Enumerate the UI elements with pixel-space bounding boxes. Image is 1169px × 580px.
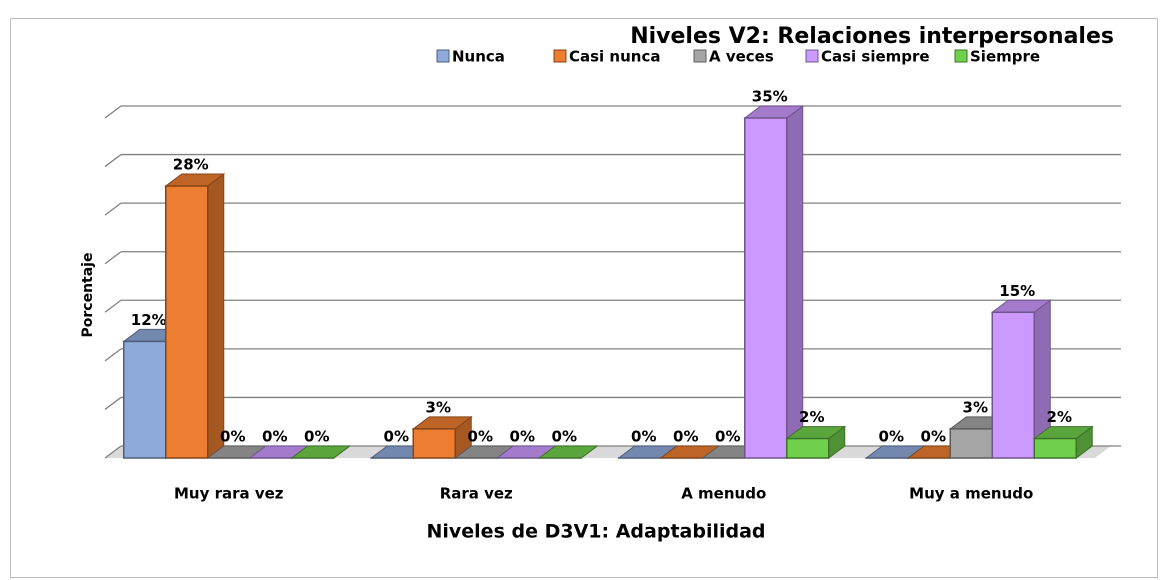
grid-wall-line xyxy=(104,348,122,362)
grid-wall-line xyxy=(104,251,122,265)
data-label: 0% xyxy=(715,428,740,446)
data-label: 0% xyxy=(262,428,287,446)
grid-wall-line xyxy=(104,445,122,459)
data-label: 28% xyxy=(173,156,209,174)
data-label: 35% xyxy=(752,88,788,106)
legend-label: Nunca xyxy=(452,48,505,66)
legend-label: Siempre xyxy=(970,48,1040,66)
legend-swatch xyxy=(954,49,968,63)
data-label: 0% xyxy=(510,428,535,446)
y-axis-label: Porcentaje xyxy=(80,253,96,338)
legend-label: Casi siempre xyxy=(821,48,930,66)
legend-swatch xyxy=(693,49,707,63)
floor xyxy=(105,446,1111,458)
data-label: 3% xyxy=(963,398,988,416)
bar xyxy=(786,437,830,459)
legend-swatch xyxy=(553,49,567,63)
bar xyxy=(412,428,456,459)
bar xyxy=(744,117,788,459)
bar xyxy=(1033,437,1077,459)
data-label: 0% xyxy=(631,428,656,446)
legend-label: Casi nunca xyxy=(569,48,660,66)
x-tick-label: Rara vez xyxy=(440,485,513,503)
grid-wall-line xyxy=(104,396,122,410)
x-axis-label: Niveles de D3V1: Adaptabilidad xyxy=(426,521,765,543)
data-label: 15% xyxy=(999,282,1035,300)
grid-wall-line xyxy=(104,105,122,119)
bar xyxy=(949,428,993,459)
data-label: 0% xyxy=(304,428,329,446)
data-label: 2% xyxy=(1047,408,1072,426)
data-label: 0% xyxy=(552,428,577,446)
bar-side xyxy=(207,173,225,459)
grid-wall-line xyxy=(104,202,122,216)
data-label: 0% xyxy=(879,428,904,446)
data-label: 12% xyxy=(131,311,167,329)
x-tick-label: Muy rara vez xyxy=(174,485,284,503)
grid-wall-line xyxy=(104,154,122,168)
data-label: 0% xyxy=(468,428,493,446)
bar-side xyxy=(786,105,804,459)
x-tick-label: A menudo xyxy=(681,485,766,503)
data-label: 0% xyxy=(220,428,245,446)
data-label: 2% xyxy=(799,408,824,426)
legend-swatch xyxy=(436,49,450,63)
legend-label: A veces xyxy=(709,48,774,66)
data-label: 0% xyxy=(921,428,946,446)
data-label: 3% xyxy=(426,398,451,416)
chart-title: Niveles V2: Relaciones interpersonales xyxy=(630,24,1114,49)
bar xyxy=(165,185,209,459)
data-label: 0% xyxy=(384,428,409,446)
bar xyxy=(123,340,167,459)
data-label: 0% xyxy=(673,428,698,446)
legend-swatch xyxy=(805,49,819,63)
grid-wall-line xyxy=(104,299,122,313)
bar xyxy=(991,311,1035,459)
x-tick-label: Muy a menudo xyxy=(909,485,1033,503)
